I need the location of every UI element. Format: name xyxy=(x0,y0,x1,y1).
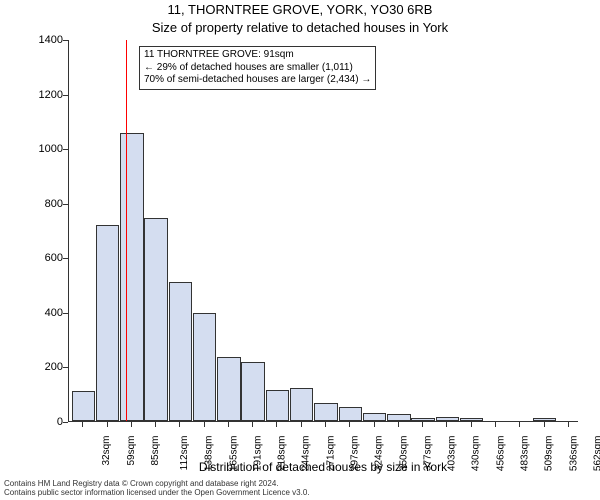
y-tick-label: 600 xyxy=(45,252,63,264)
x-tick-mark xyxy=(544,422,545,427)
y-tick-label: 1000 xyxy=(39,143,63,155)
x-tick-label: 324sqm xyxy=(374,436,385,472)
x-tick-label: 456sqm xyxy=(495,436,506,472)
x-tick-label: 138sqm xyxy=(204,436,215,472)
x-tick-mark xyxy=(495,422,496,427)
x-tick-label: 85sqm xyxy=(150,436,161,466)
marker-info-box: 11 THORNTREE GROVE: 91sqm ← 29% of detac… xyxy=(139,46,376,90)
histogram-bar xyxy=(241,362,264,421)
x-tick-mark xyxy=(568,422,569,427)
x-tick-mark xyxy=(252,422,253,427)
x-tick-label: 271sqm xyxy=(325,436,336,472)
x-tick-mark xyxy=(374,422,375,427)
histogram-bar xyxy=(436,417,459,421)
x-tick-label: 191sqm xyxy=(253,436,264,472)
histogram-bar xyxy=(387,414,410,421)
x-tick-label: 297sqm xyxy=(350,436,361,472)
chart-title-sub: Size of property relative to detached ho… xyxy=(0,20,600,35)
y-tick-mark xyxy=(63,95,68,96)
histogram-bar xyxy=(533,418,556,421)
y-tick-mark xyxy=(63,367,68,368)
histogram-bar xyxy=(290,388,313,421)
x-tick-label: 32sqm xyxy=(101,436,112,466)
y-tick-label: 200 xyxy=(45,361,63,373)
x-tick-mark xyxy=(107,422,108,427)
x-tick-mark xyxy=(155,422,156,427)
footer-line-2: Contains public sector information licen… xyxy=(4,488,310,498)
x-tick-mark xyxy=(325,422,326,427)
x-tick-label: 112sqm xyxy=(179,436,190,471)
histogram-bar xyxy=(363,413,386,421)
x-tick-label: 403sqm xyxy=(447,436,458,472)
chart-title-main: 11, THORNTREE GROVE, YORK, YO30 6RB xyxy=(0,2,600,17)
chart-plot-area: 11 THORNTREE GROVE: 91sqm ← 29% of detac… xyxy=(68,40,578,422)
y-tick-mark xyxy=(63,422,68,423)
footer-attribution: Contains HM Land Registry data © Crown c… xyxy=(4,479,310,498)
histogram-bar xyxy=(460,418,483,421)
info-line-1: 11 THORNTREE GROVE: 91sqm xyxy=(144,49,371,62)
histogram-bar xyxy=(96,225,119,421)
y-tick-label: 800 xyxy=(45,198,63,210)
x-tick-mark xyxy=(131,422,132,427)
histogram-bar xyxy=(72,391,95,421)
x-tick-mark xyxy=(349,422,350,427)
y-tick-mark xyxy=(63,313,68,314)
histogram-bar xyxy=(314,403,337,421)
y-tick-mark xyxy=(63,204,68,205)
x-tick-mark xyxy=(446,422,447,427)
x-tick-mark xyxy=(471,422,472,427)
y-tick-label: 1200 xyxy=(39,89,63,101)
info-line-3: 70% of semi-detached houses are larger (… xyxy=(144,74,371,87)
x-tick-mark xyxy=(82,422,83,427)
x-tick-label: 59sqm xyxy=(126,436,137,466)
histogram-bar xyxy=(193,313,216,421)
x-tick-mark xyxy=(179,422,180,427)
y-tick-mark xyxy=(63,258,68,259)
x-tick-mark xyxy=(301,422,302,427)
info-line-2: ← 29% of detached houses are smaller (1,… xyxy=(144,62,371,75)
x-tick-mark xyxy=(398,422,399,427)
x-tick-label: 509sqm xyxy=(544,436,555,472)
x-tick-label: 244sqm xyxy=(301,436,312,472)
y-tick-mark xyxy=(63,40,68,41)
x-tick-label: 350sqm xyxy=(398,436,409,472)
x-tick-mark xyxy=(276,422,277,427)
x-tick-label: 377sqm xyxy=(422,436,433,472)
x-tick-mark xyxy=(519,422,520,427)
x-tick-label: 536sqm xyxy=(568,436,579,472)
histogram-bar xyxy=(144,218,167,421)
x-tick-mark xyxy=(204,422,205,427)
x-tick-mark xyxy=(422,422,423,427)
histogram-bar xyxy=(120,133,143,421)
y-tick-label: 1400 xyxy=(39,34,63,46)
x-tick-label: 562sqm xyxy=(592,436,600,472)
x-tick-label: 165sqm xyxy=(228,436,239,472)
footer-line-1: Contains HM Land Registry data © Crown c… xyxy=(4,479,310,489)
property-marker-line xyxy=(126,40,127,421)
histogram-bar xyxy=(339,407,362,421)
x-tick-label: 483sqm xyxy=(520,436,531,472)
x-tick-label: 430sqm xyxy=(471,436,482,472)
y-tick-label: 400 xyxy=(45,307,63,319)
histogram-bar xyxy=(217,357,240,421)
x-tick-label: 218sqm xyxy=(277,436,288,472)
y-tick-mark xyxy=(63,149,68,150)
x-tick-mark xyxy=(228,422,229,427)
histogram-bar xyxy=(266,390,289,421)
histogram-bar xyxy=(169,282,192,421)
histogram-bar xyxy=(411,418,434,421)
